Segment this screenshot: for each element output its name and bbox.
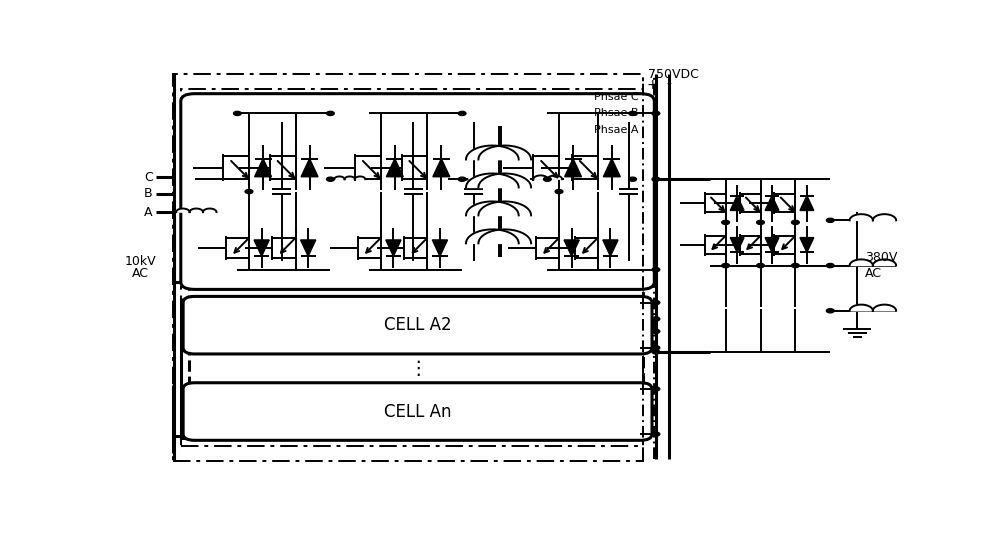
Polygon shape: [190, 209, 203, 212]
Text: AC: AC: [132, 268, 149, 280]
Polygon shape: [478, 174, 531, 187]
FancyBboxPatch shape: [181, 93, 654, 289]
Polygon shape: [873, 260, 896, 265]
Text: Phsae B: Phsae B: [594, 108, 639, 119]
Polygon shape: [603, 159, 620, 177]
Text: 380V: 380V: [865, 251, 898, 264]
Circle shape: [652, 268, 660, 272]
Circle shape: [555, 190, 563, 194]
FancyBboxPatch shape: [183, 296, 652, 354]
Polygon shape: [873, 214, 896, 221]
Polygon shape: [466, 145, 519, 160]
Polygon shape: [355, 176, 365, 179]
Text: CELL A2: CELL A2: [384, 316, 451, 334]
Polygon shape: [433, 159, 450, 177]
Circle shape: [652, 317, 660, 321]
Polygon shape: [765, 195, 779, 210]
Text: Phsae C: Phsae C: [594, 92, 639, 102]
Text: C: C: [144, 171, 153, 184]
Circle shape: [652, 345, 660, 350]
Circle shape: [652, 329, 660, 333]
Circle shape: [458, 112, 466, 115]
Circle shape: [722, 221, 730, 224]
Polygon shape: [301, 240, 316, 256]
Circle shape: [757, 221, 764, 224]
Polygon shape: [176, 209, 190, 212]
Polygon shape: [565, 159, 582, 177]
Polygon shape: [478, 230, 531, 244]
Polygon shape: [850, 304, 873, 311]
Circle shape: [652, 301, 660, 304]
Bar: [189, 105, 643, 432]
Polygon shape: [873, 304, 896, 311]
Polygon shape: [255, 159, 272, 177]
Polygon shape: [548, 175, 562, 179]
Circle shape: [652, 177, 660, 181]
Circle shape: [722, 263, 730, 268]
Circle shape: [792, 221, 799, 224]
Polygon shape: [730, 195, 744, 210]
Polygon shape: [533, 175, 548, 179]
Text: -: -: [667, 77, 671, 92]
Polygon shape: [603, 240, 618, 256]
Circle shape: [544, 177, 551, 181]
Text: A: A: [144, 206, 152, 218]
Polygon shape: [850, 214, 873, 221]
Polygon shape: [478, 145, 531, 160]
Circle shape: [245, 190, 253, 194]
Bar: [181, 89, 643, 446]
Circle shape: [826, 263, 834, 268]
Circle shape: [826, 309, 834, 313]
Bar: [173, 74, 643, 461]
Polygon shape: [850, 260, 873, 265]
Text: B: B: [144, 187, 153, 200]
Polygon shape: [466, 174, 519, 187]
Polygon shape: [301, 159, 318, 177]
Text: ⋮: ⋮: [408, 359, 427, 378]
Text: 10kV: 10kV: [125, 255, 156, 268]
Polygon shape: [800, 195, 814, 210]
Polygon shape: [386, 240, 401, 256]
Polygon shape: [800, 238, 814, 253]
Text: 750VDC: 750VDC: [648, 68, 699, 81]
Polygon shape: [345, 176, 355, 179]
Circle shape: [234, 112, 241, 115]
Polygon shape: [334, 176, 345, 179]
Polygon shape: [203, 209, 216, 212]
Circle shape: [326, 177, 334, 181]
Circle shape: [629, 112, 637, 115]
Text: +: +: [646, 77, 658, 92]
Circle shape: [826, 218, 834, 222]
Circle shape: [458, 177, 466, 181]
Circle shape: [652, 432, 660, 436]
Polygon shape: [254, 240, 269, 256]
Polygon shape: [478, 201, 531, 215]
Polygon shape: [466, 230, 519, 244]
Text: AC: AC: [865, 268, 882, 280]
Circle shape: [652, 350, 660, 354]
Polygon shape: [765, 238, 779, 253]
Text: CELL An: CELL An: [384, 403, 451, 421]
Circle shape: [652, 112, 660, 115]
Polygon shape: [564, 240, 579, 256]
Circle shape: [326, 112, 334, 115]
Polygon shape: [386, 159, 403, 177]
Circle shape: [652, 387, 660, 391]
FancyBboxPatch shape: [183, 383, 652, 441]
Polygon shape: [730, 238, 744, 253]
Circle shape: [757, 263, 764, 268]
Polygon shape: [432, 240, 448, 256]
Polygon shape: [466, 201, 519, 215]
Text: Phsae A: Phsae A: [594, 125, 639, 135]
Circle shape: [629, 177, 637, 181]
Circle shape: [792, 263, 799, 268]
